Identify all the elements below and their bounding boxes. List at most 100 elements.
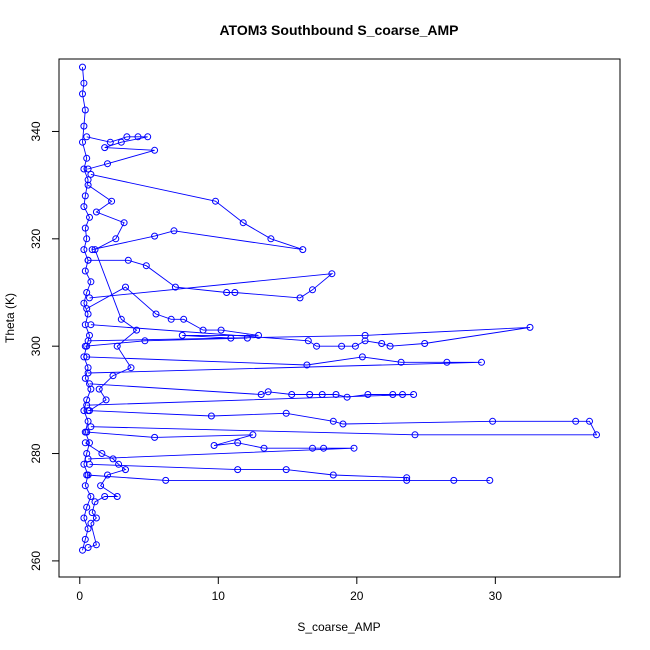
y-tick-label: 320 <box>29 228 43 248</box>
data-point <box>104 160 111 168</box>
y-tick-label: 260 <box>29 551 43 571</box>
data-point <box>120 219 128 227</box>
data-point <box>84 364 92 372</box>
data-point <box>144 133 152 141</box>
data-point <box>87 321 95 329</box>
data-point <box>386 342 394 350</box>
chart-title: ATOM3 Southbound S_coarse_AMP <box>219 22 458 38</box>
x-tick-label: 20 <box>350 589 364 603</box>
data-point <box>151 433 159 441</box>
data-point <box>127 364 135 372</box>
data-point <box>403 476 411 484</box>
data-point <box>108 197 116 205</box>
data-point <box>478 358 485 366</box>
data-point <box>234 439 242 447</box>
data-point <box>142 262 150 270</box>
data-point <box>411 431 419 439</box>
data-point <box>313 342 321 350</box>
data-point <box>84 176 92 184</box>
data-point <box>88 509 96 517</box>
series-0 <box>79 63 95 554</box>
data-point <box>162 476 170 484</box>
data-point <box>299 246 307 254</box>
data-point <box>486 476 494 484</box>
data-point <box>83 133 91 141</box>
series-2 <box>87 170 307 254</box>
data-point <box>134 133 142 141</box>
data-point <box>210 442 218 449</box>
data-point <box>80 203 88 211</box>
data-point <box>170 227 178 235</box>
data-point <box>95 385 103 393</box>
series-line <box>90 173 303 251</box>
data-point <box>80 299 88 307</box>
data-point <box>450 476 458 484</box>
data-point <box>421 340 429 347</box>
data-point <box>81 267 89 275</box>
series-line <box>86 463 490 481</box>
data-point <box>133 326 141 334</box>
series-12 <box>84 181 141 415</box>
data-point <box>332 391 340 398</box>
data-point <box>151 146 159 154</box>
data-point <box>113 342 121 350</box>
series-line <box>87 184 138 411</box>
data-point <box>399 391 406 398</box>
data-point <box>338 342 346 350</box>
data-point <box>91 246 99 254</box>
data-point <box>83 503 91 511</box>
y-axis-label: Theta (K) <box>3 293 17 343</box>
data-point <box>122 283 129 291</box>
data-point <box>364 391 372 398</box>
data-point <box>152 310 160 318</box>
data-point <box>124 256 132 264</box>
data-point <box>81 192 89 200</box>
y-axis: 260 280 300 320 340 <box>29 121 59 571</box>
data-point <box>84 337 92 345</box>
data-point <box>101 493 109 500</box>
data-point <box>343 393 351 401</box>
data-point <box>79 546 86 554</box>
data-point <box>178 331 186 339</box>
data-point <box>282 466 290 474</box>
data-point <box>84 525 92 533</box>
data-point <box>80 165 88 173</box>
series-layer <box>79 63 600 554</box>
x-tick-label: 0 <box>76 589 83 603</box>
data-point <box>87 493 95 500</box>
data-point <box>329 471 337 479</box>
data-point <box>83 235 91 243</box>
data-point <box>217 326 225 334</box>
x-tick-label: 10 <box>212 589 226 603</box>
data-point <box>350 444 358 452</box>
data-point <box>106 138 114 146</box>
data-point <box>304 337 312 345</box>
data-point <box>329 417 337 425</box>
data-point <box>104 471 111 479</box>
data-point <box>79 138 86 146</box>
data-point <box>86 294 93 302</box>
data-point <box>328 270 336 278</box>
data-point <box>81 374 89 382</box>
data-point <box>306 391 314 398</box>
series-10 <box>83 460 494 484</box>
data-point <box>84 544 92 551</box>
y-tick-label: 280 <box>29 443 43 463</box>
data-point <box>86 460 93 468</box>
data-point <box>86 380 93 388</box>
data-point <box>92 541 100 549</box>
data-point <box>231 289 239 296</box>
data-point <box>80 514 88 522</box>
data-point <box>97 482 105 490</box>
x-tick-label: 30 <box>489 589 503 603</box>
data-point <box>83 305 91 313</box>
series-3 <box>84 256 336 302</box>
data-point <box>101 144 109 152</box>
data-point <box>212 197 219 205</box>
data-point <box>303 361 311 369</box>
data-point <box>151 232 159 240</box>
data-point <box>180 315 188 323</box>
data-point <box>249 431 257 439</box>
data-point <box>267 235 275 243</box>
